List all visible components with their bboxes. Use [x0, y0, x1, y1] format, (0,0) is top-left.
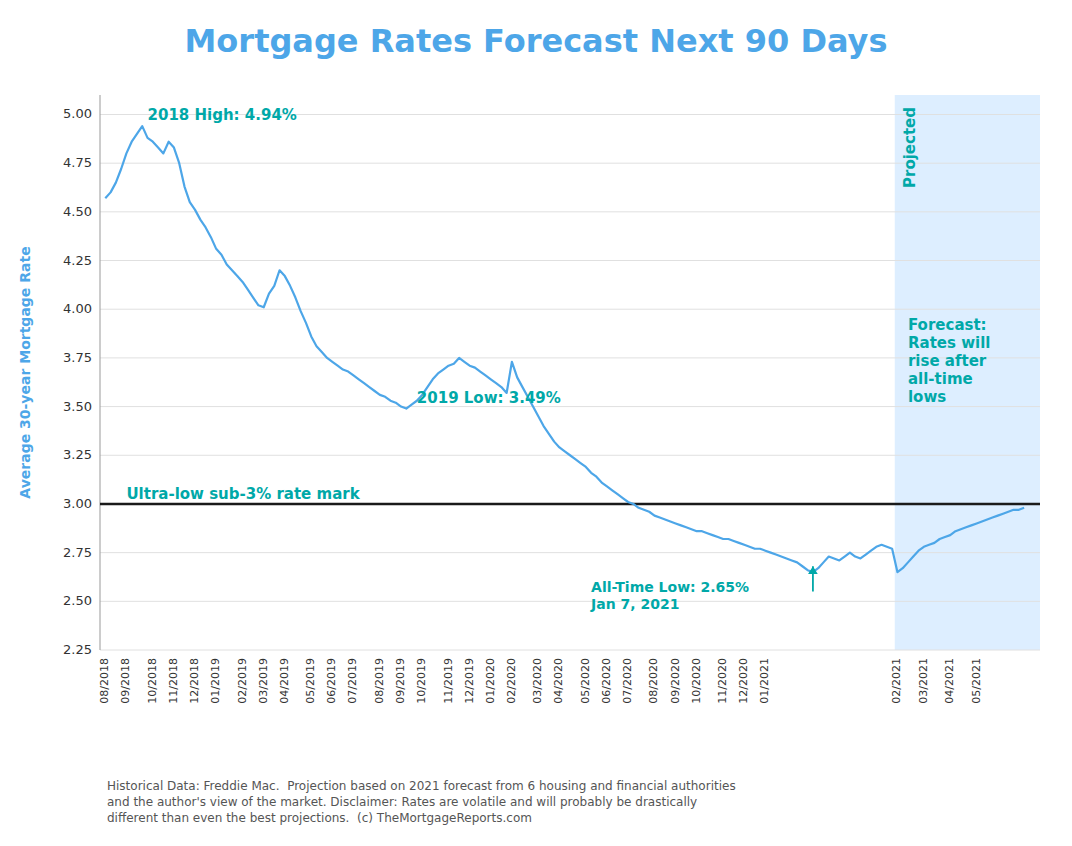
grid-line: [100, 601, 1040, 602]
x-tick-label: 07/2020: [621, 658, 634, 704]
grid-line: [100, 406, 1040, 407]
text-line: Historical Data: Freddie Mac. Projection…: [107, 779, 736, 793]
text-line: All-Time Low: 2.65%: [591, 579, 749, 595]
y-axis: 2.25 2.50 2.75 3.00 3.25 3.50 3.75 4.00 4.25 4.50…: [63, 95, 100, 657]
title: Mortgage Rates Forecast Next 90 Days: [185, 22, 888, 60]
x-tick-label: 12/2020: [737, 658, 750, 704]
text-line: Jan 7, 2021: [590, 596, 679, 612]
x-tick-label: 03/2021: [917, 658, 930, 704]
x-tick-label: 08/2019: [373, 658, 386, 704]
x-tick-label: 11/2019: [442, 658, 455, 704]
x-tick-label: 08/2018: [98, 658, 111, 704]
grid: [100, 114, 1040, 650]
x-tick-label: 01/2020: [484, 658, 497, 704]
x-tick-label: 01/2021: [758, 658, 771, 704]
grid-line: [100, 357, 1040, 358]
x-tick-label: 02/2019: [236, 658, 249, 704]
x-tick-label: 04/2020: [552, 658, 565, 704]
grid-line: [100, 211, 1040, 212]
x-tick-label: 09/2018: [119, 658, 132, 704]
text-line: lows: [908, 388, 946, 406]
grid-line: [100, 650, 1040, 651]
x-tick-label: 06/2020: [600, 658, 613, 704]
footnote: Historical Data: Freddie Mac. Projection…: [107, 779, 736, 825]
y-tick-label: 3.25: [63, 447, 92, 462]
text-line: and the author's view of the market. Dis…: [107, 795, 697, 809]
x-tick-label: 05/2020: [579, 658, 592, 704]
background: [0, 0, 1072, 846]
x-tick-label: 11/2018: [167, 658, 180, 704]
x-tick-label: 10/2018: [146, 658, 159, 704]
reference-label: Ultra-low sub-3% rate mark: [126, 485, 360, 503]
text-line: all-time: [908, 370, 973, 388]
y-tick-label: 3.75: [63, 350, 92, 365]
text-line: Rates will: [908, 334, 990, 352]
forecast-text: Forecast:Rates willrise afterall-timelow…: [908, 316, 990, 406]
y-tick-label: 2.75: [63, 545, 92, 560]
projected-shading: [895, 95, 1040, 650]
y-tick-label: 3.50: [63, 399, 92, 414]
y-axis-line: [100, 95, 101, 650]
x-tick-label: 03/2019: [257, 658, 270, 704]
grid-line: [100, 503, 1040, 504]
grid-line: [100, 163, 1040, 164]
x-tick-label: 10/2019: [415, 658, 428, 704]
x-tick-label: 09/2019: [394, 658, 407, 704]
text-line: rise after: [908, 352, 987, 370]
x-tick-label: 05/2019: [304, 658, 317, 704]
y-tick-label: 2.25: [63, 642, 92, 657]
x-tick-label: 06/2019: [325, 658, 338, 704]
x-tick-label: 02/2021: [890, 658, 903, 704]
annotation-all-time-low: All-Time Low: 2.65%Jan 7, 2021: [590, 579, 749, 612]
projected-label: Projected: [901, 107, 919, 188]
plot-area: [895, 95, 1040, 650]
x-tick-label: 12/2019: [463, 658, 476, 704]
grid-line: [100, 552, 1040, 553]
rate-line: [105, 126, 1024, 572]
x-tick-label: 07/2019: [346, 658, 359, 704]
reference-line: [100, 503, 1040, 506]
x-tick-label: 04/2019: [278, 658, 291, 704]
y-tick-label: 4.50: [63, 204, 92, 219]
y-tick-label: 3.00: [63, 496, 92, 511]
x-tick-label: 05/2021: [970, 658, 983, 704]
y-tick-label: 5.00: [63, 106, 92, 121]
x-tick-label: 01/2019: [209, 658, 222, 704]
x-tick-label: 09/2020: [669, 658, 682, 704]
x-tick-label: 11/2020: [716, 658, 729, 704]
x-tick-label: 03/2020: [531, 658, 544, 704]
x-tick-label: 04/2021: [943, 658, 956, 704]
annotation-arrow: [812, 566, 814, 591]
y-tick-label: 2.50: [63, 593, 92, 608]
x-tick-label: 02/2020: [505, 658, 518, 704]
annotation-low: 2019 Low: 3.49%: [417, 389, 561, 407]
grid-line: [100, 309, 1040, 310]
text-line: Forecast:: [908, 316, 987, 334]
annotations: Ultra-low sub-3% rate mark 2018 High: 4.9…: [126, 106, 990, 612]
y-tick-label: 4.00: [63, 301, 92, 316]
x-axis: 08/2018 09/2018 10/2018 11/2018 12/2018 01/20…: [98, 658, 982, 704]
x-tick-label: 12/2018: [188, 658, 201, 704]
text-line: different than even the best projections…: [107, 811, 532, 825]
y-axis-label: Average 30-year Mortgage Rate: [17, 246, 33, 498]
x-tick-label: 08/2020: [647, 658, 660, 704]
annotation-high: 2018 High: 4.94%: [148, 106, 297, 124]
chart: 2.25 2.50 2.75 3.00 3.25 3.50 3.75 4.00 4.25 4.50…: [0, 0, 1072, 846]
y-tick-label: 4.25: [63, 253, 92, 268]
data-area: [100, 126, 1040, 572]
grid-line: [100, 260, 1040, 261]
y-tick-label: 4.75: [63, 155, 92, 170]
x-tick-label: 10/2020: [690, 658, 703, 704]
